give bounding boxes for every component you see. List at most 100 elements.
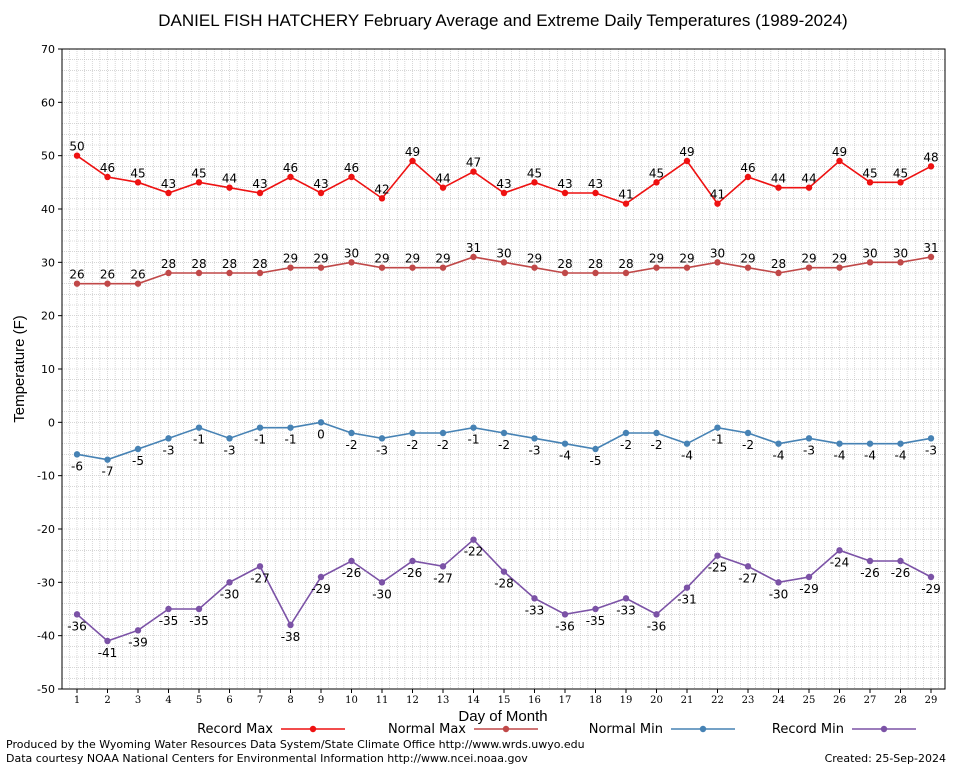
- data-label-record-min: -22: [464, 545, 484, 559]
- data-label-record-min: -35: [189, 614, 209, 628]
- data-point-normal-min: [195, 424, 203, 431]
- y-tick-label: 30: [41, 256, 55, 269]
- x-tick-label: 23: [742, 695, 755, 706]
- data-point-record-max: [195, 179, 203, 186]
- y-tick-label: -50: [37, 683, 55, 696]
- data-label-record-max: 43: [313, 177, 328, 191]
- x-tick-label: 24: [772, 695, 785, 706]
- data-point-record-min: [287, 621, 294, 629]
- y-tick-label: 70: [41, 43, 55, 56]
- data-label-normal-min: -1: [468, 433, 480, 447]
- data-point-normal-min: [927, 435, 935, 442]
- data-label-record-min: -26: [891, 566, 911, 580]
- data-point-normal-min: [104, 456, 111, 463]
- data-point-record-min: [500, 568, 508, 575]
- legend: Record Max Normal Max Normal Min Record Min: [197, 722, 916, 737]
- legend-marker-normal-min: [699, 725, 707, 733]
- data-point-normal-min: [775, 440, 782, 447]
- x-tick-label: 16: [528, 695, 541, 706]
- x-tick-label: 26: [833, 695, 846, 706]
- data-label-normal-min: -2: [437, 438, 449, 452]
- data-label-record-min: -29: [799, 582, 819, 596]
- data-label-normal-min: -5: [590, 454, 602, 468]
- data-point-normal-max: [653, 264, 660, 271]
- legend-marker-record-max: [309, 725, 317, 733]
- footer-produced-by: Produced by the Wyoming Water Resources …: [6, 738, 585, 751]
- y-tick-label: 0: [48, 416, 55, 429]
- data-point-record-min: [866, 557, 874, 565]
- data-label-normal-max: 26: [100, 268, 115, 282]
- data-point-normal-max: [927, 253, 935, 261]
- legend-item-record-min: Record Min: [772, 722, 916, 737]
- data-label-record-max: 48: [923, 150, 938, 164]
- footer-created-date: Created: 25-Sep-2024: [824, 752, 946, 765]
- data-point-record-max: [714, 200, 721, 207]
- data-label-normal-min: -2: [498, 438, 510, 452]
- data-label-record-min: -27: [738, 571, 758, 585]
- data-label-record-max: 44: [771, 172, 786, 186]
- data-label-record-min: -35: [159, 614, 179, 628]
- legend-label-record-max: Record Max: [197, 722, 273, 737]
- data-point-normal-min: [317, 419, 325, 426]
- data-point-normal-max: [470, 253, 477, 261]
- data-point-normal-max: [561, 269, 569, 277]
- data-label-record-min: -36: [67, 619, 87, 633]
- data-label-record-min: -30: [220, 587, 240, 601]
- legend-marker-normal-max: [502, 725, 510, 733]
- data-point-record-min: [622, 595, 630, 602]
- data-point-normal-max: [73, 280, 81, 287]
- data-label-record-max: 41: [710, 188, 725, 202]
- data-label-record-max: 44: [435, 172, 450, 186]
- data-point-record-max: [622, 200, 630, 207]
- data-point-record-min: [104, 637, 111, 645]
- series-record-min: -36-41-39-35 -35-30-27-38-29-26-30-26 -27-…: [67, 536, 941, 660]
- data-label-record-max: 49: [832, 145, 847, 159]
- data-point-record-min: [653, 611, 660, 618]
- y-axis-ticks: 70 60 50 40 30 20 10 0 -10 -20 -30 -40 -50: [37, 43, 62, 696]
- legend-label-record-min: Record Min: [772, 722, 844, 737]
- grid: [62, 48, 945, 690]
- data-point-record-max: [500, 189, 508, 197]
- x-tick-label: 15: [498, 695, 511, 706]
- data-point-normal-max: [714, 259, 721, 266]
- data-label-normal-min: -2: [407, 438, 419, 452]
- data-label-record-max: 49: [679, 145, 694, 159]
- data-label-normal-max: 31: [923, 241, 938, 255]
- data-label-normal-min: -1: [285, 433, 297, 447]
- data-point-record-max: [287, 173, 294, 181]
- data-point-normal-max: [226, 269, 233, 277]
- data-label-record-min: -39: [128, 635, 148, 649]
- x-tick-label: 21: [681, 695, 694, 706]
- x-axis-label: Day of Month: [458, 708, 547, 725]
- data-point-record-max: [531, 179, 538, 186]
- data-label-normal-max: 28: [252, 257, 267, 271]
- data-label-record-min: -27: [250, 571, 270, 585]
- data-point-record-max: [104, 173, 111, 181]
- data-label-record-max: 41: [618, 188, 633, 202]
- data-label-normal-max: 26: [130, 268, 145, 282]
- data-point-record-min: [592, 605, 599, 613]
- data-label-record-max: 44: [801, 172, 816, 186]
- data-label-normal-min: -6: [71, 459, 83, 473]
- data-label-normal-max: 30: [862, 246, 877, 260]
- data-point-normal-min: [348, 429, 355, 437]
- data-point-normal-min: [165, 435, 172, 442]
- x-tick-label: 11: [376, 695, 389, 706]
- data-label-record-min: -35: [586, 614, 606, 628]
- data-label-normal-max: 28: [588, 257, 603, 271]
- data-point-record-max: [897, 179, 904, 186]
- data-label-normal-min: -3: [925, 443, 937, 457]
- y-tick-label: -20: [37, 523, 55, 536]
- data-label-normal-max: 31: [466, 241, 481, 255]
- data-label-normal-min: -7: [102, 465, 114, 479]
- data-label-normal-max: 29: [313, 252, 328, 266]
- data-point-record-max: [134, 179, 142, 186]
- footer-data-courtesy: Data courtesy NOAA National Centers for …: [6, 752, 528, 765]
- data-label-record-max: 43: [588, 177, 603, 191]
- data-label-record-min: -27: [433, 571, 453, 585]
- x-tick-label: 19: [620, 695, 633, 706]
- data-point-record-max: [653, 179, 660, 186]
- data-label-record-min: -31: [677, 593, 697, 607]
- data-label-normal-max: 28: [771, 257, 786, 271]
- data-point-normal-max: [683, 264, 691, 271]
